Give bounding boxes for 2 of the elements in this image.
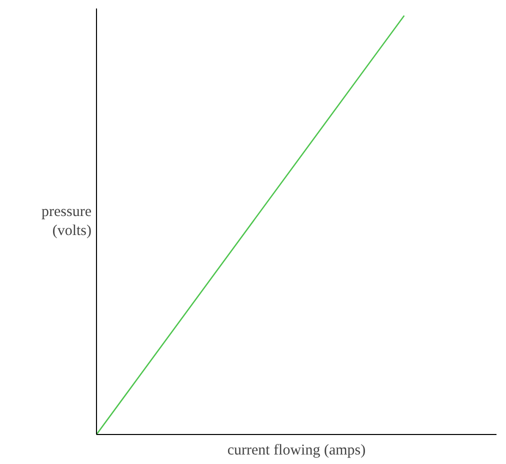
x-axis-title: current flowing (amps)	[227, 442, 366, 458]
y-axis-title: pressure (volts)	[42, 204, 92, 240]
